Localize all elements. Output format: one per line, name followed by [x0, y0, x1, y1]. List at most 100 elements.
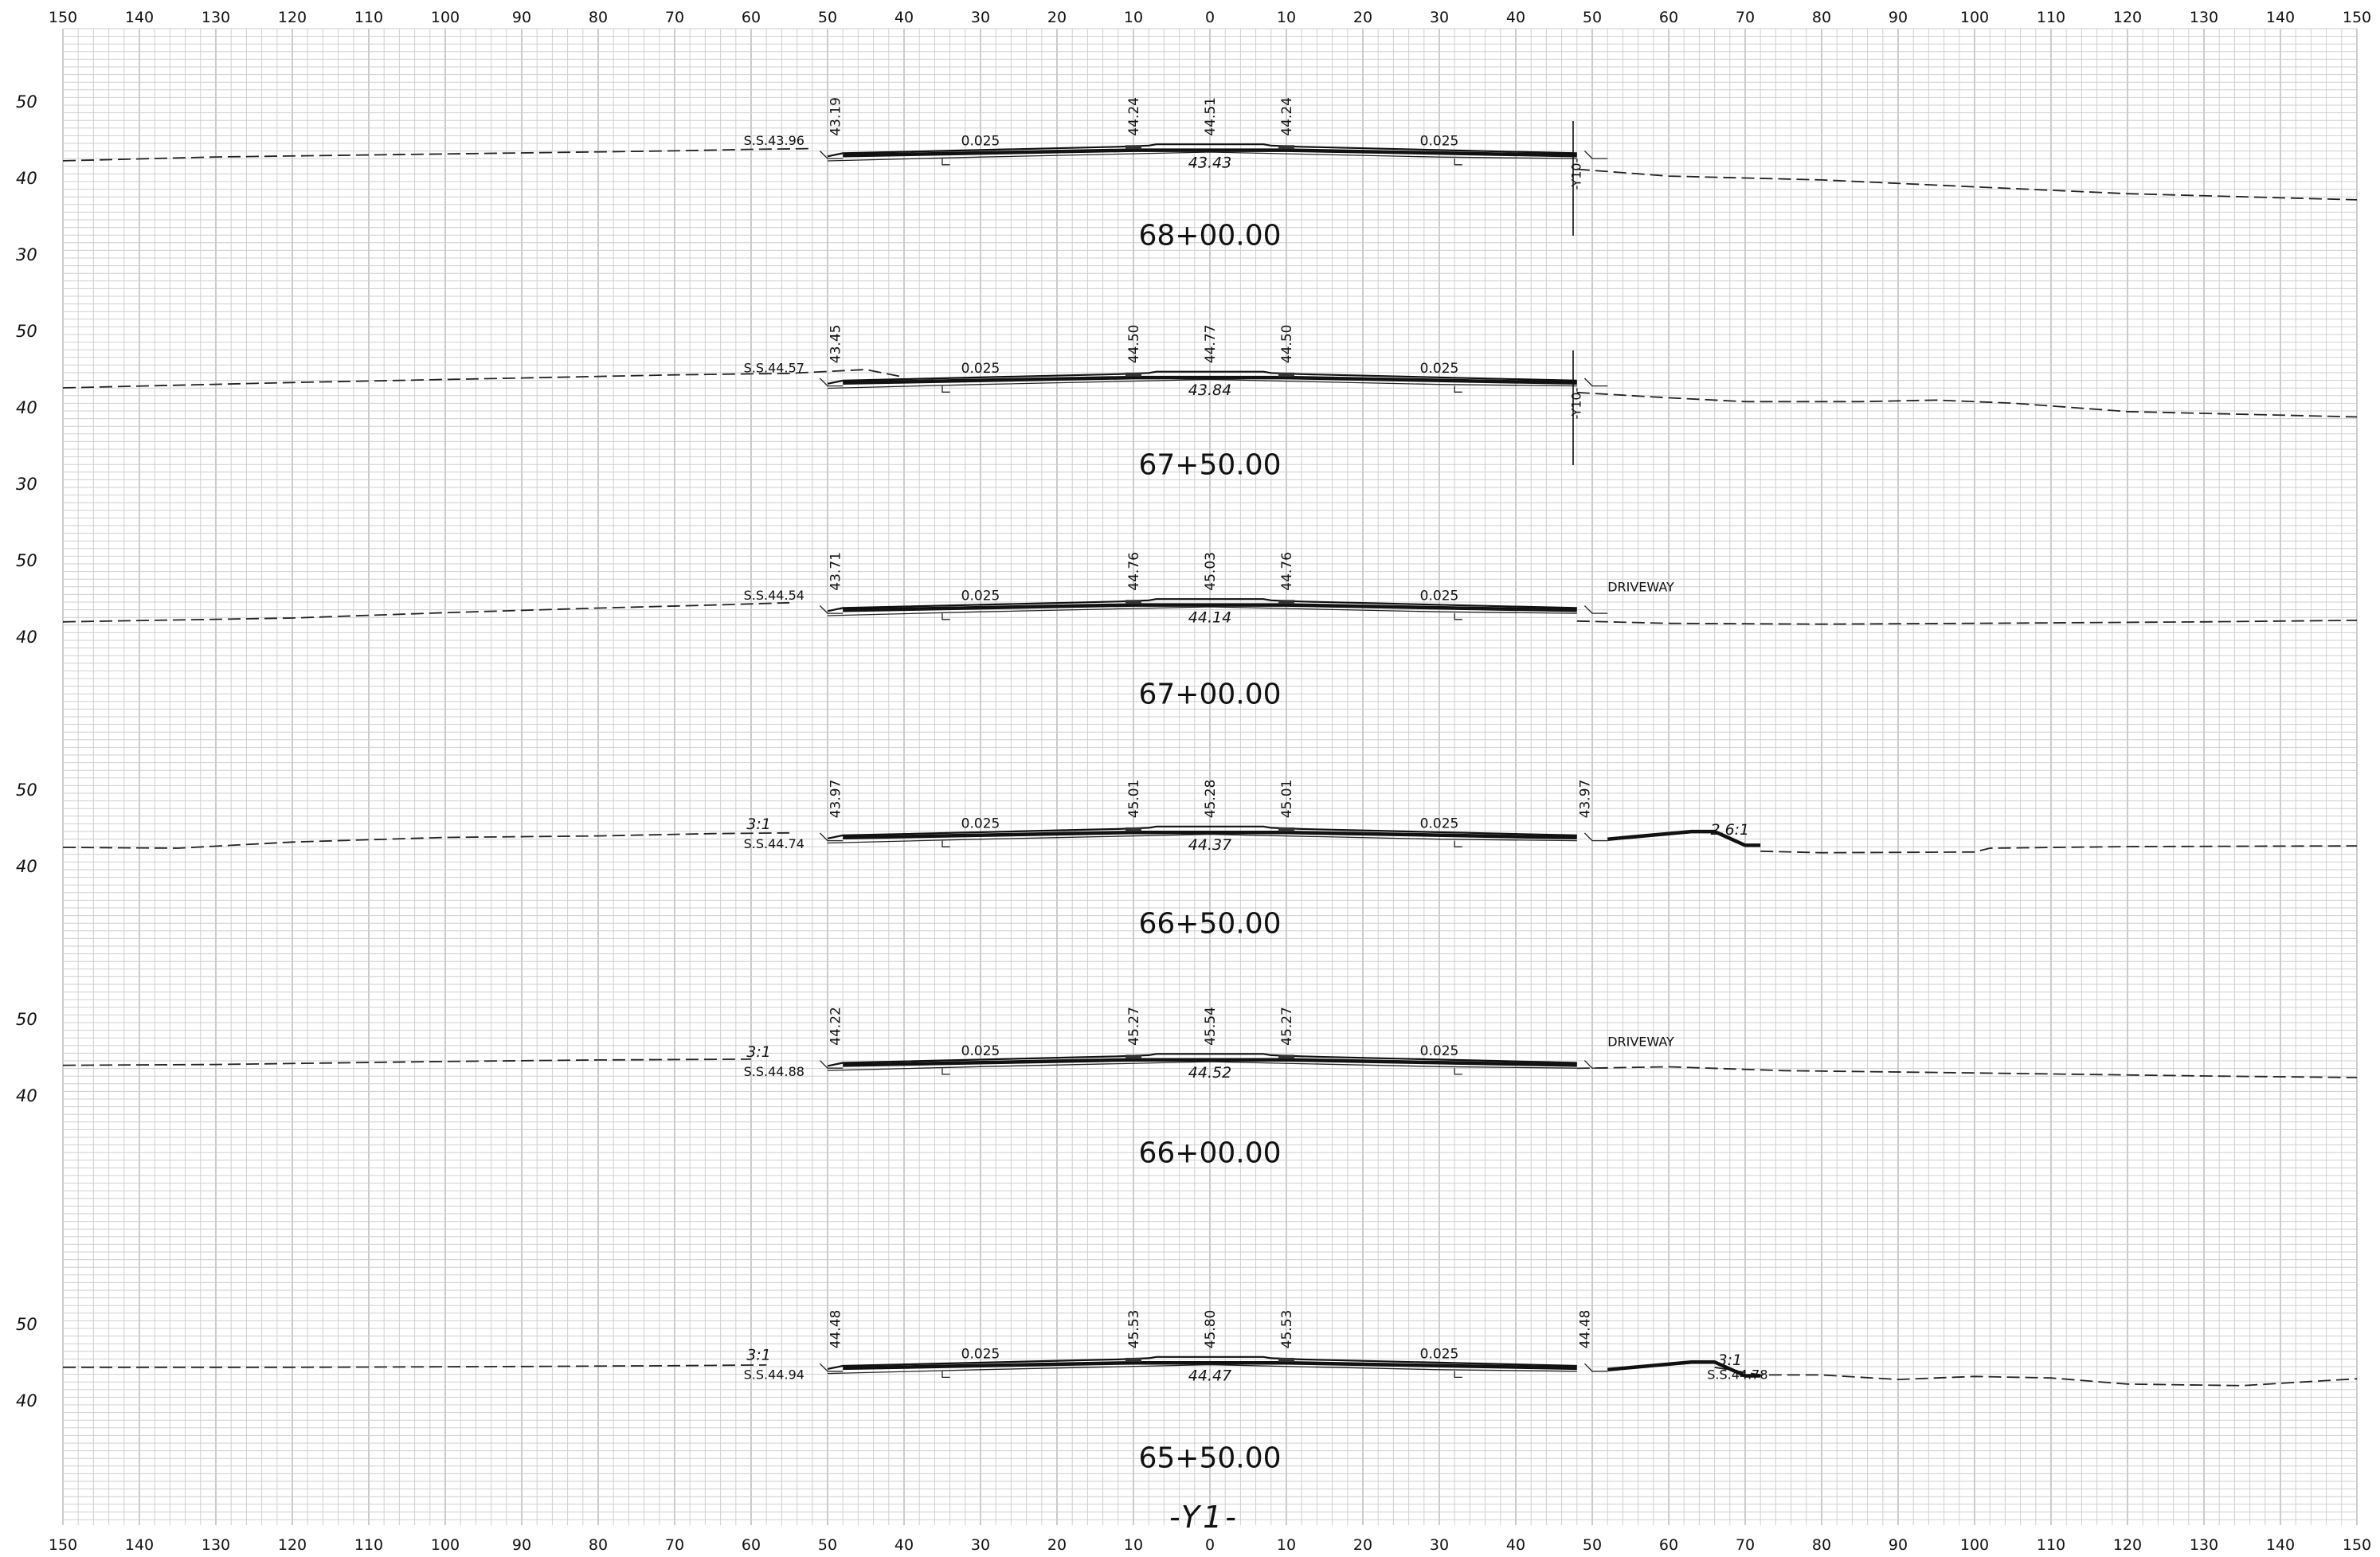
offset-tick-label: 130: [2190, 1536, 2218, 1554]
right-of-way-marker: -Y10-: [1569, 158, 1584, 190]
elevation-label: 50: [16, 1315, 37, 1334]
shoulder-notch: [819, 378, 844, 387]
centerline-elevation: 44.77: [1203, 325, 1219, 364]
side-slope-note-left: S.S.44.57: [744, 360, 804, 375]
existing-ground-right: [1576, 1066, 2358, 1078]
offset-tick-label: 30: [971, 1536, 990, 1554]
cross-slope-left: 0.025: [961, 134, 1000, 150]
subgrade-elevation: 44.47: [1188, 1367, 1231, 1384]
edge-elevation-left: 45.01: [1126, 780, 1142, 819]
cross-slope-left: 0.025: [961, 361, 1000, 377]
elevation-label: 40: [16, 857, 37, 876]
side-slope-note-right: S.S.44.78: [1707, 1367, 1767, 1382]
shoulder-notch: [1583, 1060, 1608, 1069]
offset-tick-label: 60: [1659, 9, 1678, 26]
centerline-elevation: 44.51: [1203, 97, 1219, 136]
shoulder-notch: [1583, 151, 1608, 159]
cross-section: 50 40 0.025 0.025 44.14 45.03 44.76 44.76 43.71 S…: [16, 551, 2358, 711]
station-label: 68+00.00: [1138, 220, 1281, 252]
pavement-structure: [843, 375, 1577, 385]
offset-tick-label: 120: [278, 9, 307, 26]
subgrade-line: [827, 833, 1577, 844]
side-slope-right: 2.6:1: [1710, 821, 1749, 839]
offset-tick-label: 40: [894, 9, 914, 26]
offset-tick-label: 30: [971, 9, 990, 26]
curb: [1125, 600, 1141, 604]
existing-ground-left: [62, 369, 905, 389]
side-slope-left: 3:1: [746, 816, 771, 833]
underdrain-mark: [941, 385, 950, 393]
offset-tick-label: 60: [742, 1536, 761, 1554]
offset-tick-label: 90: [1889, 9, 1908, 26]
elevation-label: 50: [16, 1010, 37, 1029]
offset-tick-label: 40: [1506, 1536, 1525, 1554]
subgrade-elevation: 44.52: [1188, 1064, 1231, 1082]
cross-slope-left: 0.025: [961, 1346, 1000, 1362]
offset-tick-label: 110: [2037, 9, 2065, 26]
subgrade-line: [827, 151, 1577, 162]
edge-elevation-right: 44.50: [1279, 325, 1295, 364]
shoulder-notch: [1583, 1363, 1608, 1372]
shoulder-elevation-left: 43.19: [828, 97, 844, 136]
subgrade-elevation: 43.84: [1188, 381, 1231, 399]
underdrain-mark: [941, 840, 950, 847]
shoulder-notch: [819, 832, 844, 842]
shoulder-notch: [819, 605, 844, 614]
shoulder-elevation-left: 43.71: [828, 552, 844, 591]
offset-tick-label: 50: [1583, 9, 1602, 26]
right-of-way-marker: -Y10-: [1569, 388, 1584, 420]
offset-tick-label: 50: [818, 1536, 837, 1554]
elevation-label: 50: [16, 92, 37, 111]
elevation-label: 50: [16, 551, 37, 570]
centerline-elevation: 45.80: [1203, 1310, 1219, 1349]
offset-tick-label: 10: [1124, 9, 1143, 26]
elevation-label: 30: [16, 475, 37, 494]
subgrade-elevation: 43.43: [1188, 155, 1231, 172]
side-slope-left: 3:1: [746, 1346, 771, 1363]
side-slope-note-left: S.S.43.96: [744, 133, 804, 148]
offset-tick-label: 110: [354, 1536, 383, 1554]
offset-tick-label: 20: [1047, 1536, 1067, 1554]
existing-ground-left: [62, 1058, 752, 1066]
offset-tick-label: 120: [278, 1536, 307, 1554]
subgrade-elevation: 44.14: [1188, 609, 1231, 627]
offset-tick-label: 20: [1353, 9, 1372, 26]
elevation-label: 40: [16, 398, 37, 417]
offset-tick-label: 150: [2343, 1536, 2371, 1554]
underdrain-mark: [1454, 1068, 1462, 1075]
centerline-elevation: 45.03: [1203, 552, 1219, 591]
edge-elevation-right: 44.76: [1279, 552, 1295, 591]
driveway-fill: [1607, 1359, 1761, 1378]
side-slope-note-left: S.S.44.94: [744, 1367, 804, 1382]
edge-elevation-left: 44.76: [1126, 552, 1142, 591]
curb: [1278, 1357, 1294, 1362]
underdrain-mark: [1454, 158, 1462, 166]
cross-slope-right: 0.025: [1420, 1043, 1459, 1059]
offset-tick-label: 0: [1205, 1536, 1215, 1554]
cross-section: 50 40 0.025 0.025 44.47 45.80 45.53 45.53 44.48 4…: [16, 1310, 2358, 1475]
pavement-structure: [843, 830, 1577, 840]
underdrain-mark: [941, 1371, 950, 1379]
cross-slope-right: 0.025: [1420, 816, 1459, 831]
centerline-elevation: 45.54: [1203, 1007, 1219, 1046]
cross-slope-right: 0.025: [1420, 134, 1459, 150]
station-label: 67+00.00: [1138, 679, 1281, 711]
cross-section: 50 40 30 0.025 0.025 43.43 44.51 44.24 44.24 43.1…: [16, 92, 2358, 264]
station-label: 65+50.00: [1138, 1442, 1281, 1475]
edge-elevation-left: 44.50: [1126, 325, 1142, 364]
shoulder-notch: [819, 1060, 844, 1069]
shoulder-elevation-left: 43.97: [828, 780, 844, 819]
curb: [1125, 827, 1141, 831]
underdrain-mark: [1454, 1371, 1462, 1379]
pavement-structure: [843, 603, 1577, 612]
offset-tick-label: 90: [512, 9, 531, 26]
edge-elevation-left: 45.53: [1126, 1310, 1142, 1349]
curb: [1278, 827, 1294, 831]
subgrade-line: [827, 1363, 1577, 1375]
offset-tick-label: 10: [1277, 1536, 1296, 1554]
cross-section: 50 40 30 0.025 0.025 43.84 44.77 44.50 44.50 43.4…: [16, 322, 2358, 494]
offset-tick-label: 150: [2343, 9, 2371, 26]
existing-ground-right: [1576, 391, 2358, 418]
elevation-label: 40: [16, 628, 37, 647]
offset-tick-label: 40: [1506, 9, 1525, 26]
